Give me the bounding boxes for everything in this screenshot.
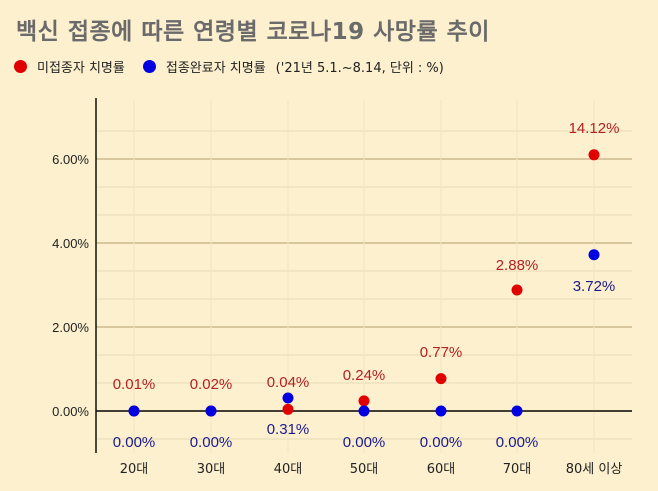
unvaccinated-value-label: 14.12%: [569, 120, 620, 137]
vaccinated-point: [205, 405, 217, 417]
vaccinated-value-label: 0.00%: [343, 434, 386, 451]
vaccinated-value-label: 3.72%: [573, 278, 616, 295]
vaccinated-point: [511, 405, 523, 417]
x-tick-label: 50대: [350, 462, 379, 477]
legend-item-unvaccinated: 미접종자 치명률: [14, 57, 125, 76]
legend-note: ('21년 5.1.~8.14, 단위 : %): [275, 61, 444, 76]
legend-label-vaccinated: 접종완료자 치명률: [165, 61, 266, 76]
chart-title: 백신 접종에 따른 연령별 코로나19 사망률 추이: [16, 19, 490, 45]
y-tick-label: 6.00%: [52, 152, 89, 167]
y-tick-label: 0.00%: [52, 404, 89, 419]
vaccinated-value-label: 0.31%: [267, 421, 310, 438]
unvaccinated-point: [358, 395, 370, 407]
unvaccinated-point: [435, 373, 447, 385]
vaccinated-value-label: 0.00%: [496, 434, 539, 451]
y-tick-label: 4.00%: [52, 236, 89, 251]
vaccinated-point: [282, 392, 294, 404]
unvaccinated-point: [588, 149, 600, 161]
unvaccinated-value-label: 0.24%: [343, 367, 386, 384]
legend-label-unvaccinated: 미접종자 치명률: [37, 61, 125, 76]
legend: 미접종자 치명률 접종완료자 치명률 ('21년 5.1.~8.14, 단위 :…: [14, 57, 462, 76]
x-tick-label: 80세 이상: [566, 462, 623, 477]
vaccinated-value-label: 0.00%: [190, 434, 233, 451]
vaccinated-point: [358, 405, 370, 417]
x-tick-label: 70대: [503, 462, 532, 477]
unvaccinated-value-label: 0.01%: [113, 376, 156, 393]
unvaccinated-value-label: 0.04%: [267, 374, 310, 391]
y-tick-label: 2.00%: [52, 320, 89, 335]
unvaccinated-value-label: 0.77%: [420, 344, 463, 361]
red-dot-icon: [14, 60, 27, 73]
x-tick-label: 40대: [274, 462, 303, 477]
x-tick-label: 20대: [120, 462, 149, 477]
blue-dot-icon: [142, 60, 156, 73]
vaccinated-value-label: 0.00%: [113, 434, 156, 451]
x-tick-label: 60대: [427, 462, 456, 477]
vaccinated-point: [588, 249, 600, 261]
unvaccinated-point: [511, 284, 523, 296]
vaccinated-value-label: 0.00%: [420, 434, 463, 451]
vaccinated-point: [128, 405, 140, 417]
legend-item-vaccinated: 접종완료자 치명률 ('21년 5.1.~8.14, 단위 : %): [142, 57, 444, 76]
unvaccinated-point: [282, 403, 294, 415]
unvaccinated-value-label: 0.02%: [190, 376, 233, 393]
vaccinated-point: [435, 405, 447, 417]
unvaccinated-value-label: 2.88%: [496, 257, 539, 274]
x-tick-label: 30대: [197, 462, 226, 477]
